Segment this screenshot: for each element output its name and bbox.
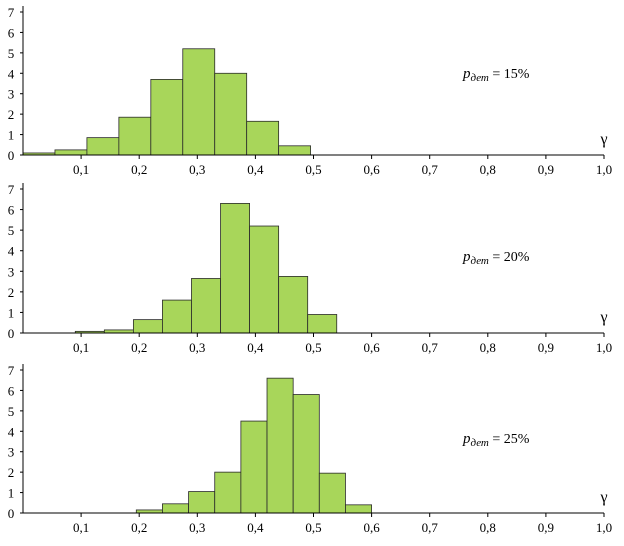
histogram-bar bbox=[188, 491, 216, 514]
y-tick-label: 1 bbox=[8, 128, 15, 143]
x-tick-label: 0,1 bbox=[73, 520, 89, 535]
histogram-bar bbox=[220, 202, 250, 334]
x-tick-label: 0,2 bbox=[131, 162, 147, 177]
x-tick-label: 0,2 bbox=[131, 520, 147, 535]
histogram-bar bbox=[278, 276, 309, 334]
y-tick-label: 7 bbox=[8, 182, 15, 197]
histogram-bar bbox=[214, 72, 248, 156]
histogram-bar bbox=[162, 503, 189, 514]
histogram-bar bbox=[278, 145, 311, 156]
x-tick-label: 0,8 bbox=[480, 520, 496, 535]
y-tick-label: 4 bbox=[8, 244, 15, 259]
y-tick-label: 0 bbox=[8, 326, 15, 341]
y-tick-label: 5 bbox=[8, 223, 15, 238]
y-tick-label: 5 bbox=[8, 404, 15, 419]
x-tick-label: 0,3 bbox=[189, 520, 205, 535]
x-tick-label: 0,3 bbox=[189, 340, 205, 355]
histogram-bar bbox=[249, 225, 280, 334]
y-tick-label: 2 bbox=[8, 465, 15, 480]
histogram-bar bbox=[86, 137, 120, 156]
panel-1: 0 1 2 3 4 5 6 7 0,1 0,2 0,3 0,4 0,5 0,6 0,7 0,8 0,9 1,0 γ p… bbox=[8, 5, 612, 177]
x-tick-label: 0,8 bbox=[480, 162, 496, 177]
x-axis-label: γ bbox=[599, 489, 607, 506]
x-tick-label: 0,6 bbox=[363, 162, 380, 177]
y-tick-label: 2 bbox=[8, 285, 15, 300]
histogram-bar bbox=[150, 79, 184, 156]
x-tick-label: 0,4 bbox=[247, 520, 264, 535]
x-tick-label: 0,9 bbox=[538, 162, 554, 177]
x-tick-label: 0,9 bbox=[538, 520, 554, 535]
x-tick-label: 0,5 bbox=[305, 162, 321, 177]
x-tick-label: 0,7 bbox=[422, 340, 439, 355]
y-tick-label: 0 bbox=[8, 506, 15, 521]
annotation-label: pдет = 25% bbox=[462, 431, 530, 449]
x-tick-label: 0,4 bbox=[247, 340, 264, 355]
x-tick-label: 0,5 bbox=[305, 520, 321, 535]
y-tick-label: 3 bbox=[8, 264, 15, 279]
y-tick-label: 0 bbox=[8, 148, 15, 163]
y-tick-label: 4 bbox=[8, 424, 15, 439]
y-tick-label: 6 bbox=[8, 25, 15, 40]
histogram-bar bbox=[246, 120, 280, 156]
annotation-label: pдет = 20% bbox=[462, 249, 530, 267]
y-tick-label: 4 bbox=[8, 66, 15, 81]
y-tick-label: 6 bbox=[8, 203, 15, 218]
x-axis-label: γ bbox=[599, 309, 607, 326]
y-tick-label: 1 bbox=[8, 305, 15, 320]
x-tick-label: 0,7 bbox=[422, 520, 439, 535]
x-tick-label: 0,1 bbox=[73, 340, 89, 355]
y-tick-label: 5 bbox=[8, 46, 15, 61]
histogram-bar bbox=[266, 377, 294, 514]
x-tick-label: 0,6 bbox=[363, 340, 380, 355]
histogram-bar bbox=[345, 504, 372, 514]
x-tick-label: 0,2 bbox=[131, 340, 147, 355]
annotation-label: pдет = 15% bbox=[462, 66, 530, 84]
y-tick-label: 7 bbox=[8, 5, 15, 20]
y-tick-label: 6 bbox=[8, 383, 15, 398]
x-tick-label: 0,4 bbox=[247, 162, 264, 177]
x-tick-label: 0,1 bbox=[73, 162, 89, 177]
y-tick-label: 2 bbox=[8, 107, 15, 122]
histogram-bar bbox=[191, 278, 221, 334]
histogram-bar bbox=[240, 420, 268, 514]
x-tick-label: 1,0 bbox=[596, 520, 612, 535]
y-tick-label: 3 bbox=[8, 87, 15, 102]
x-tick-label: 0,8 bbox=[480, 340, 496, 355]
histogram-bar bbox=[132, 319, 163, 334]
panel-2: 0 1 2 3 4 5 6 7 0,1 0,2 0,3 0,4 0,5 0,6 0,7 0,8 0,9 1,0 γ p… bbox=[8, 182, 612, 355]
y-tick-label: 7 bbox=[8, 363, 15, 378]
histogram-bar bbox=[182, 48, 216, 156]
histogram-bar bbox=[214, 471, 242, 514]
histogram-bar bbox=[54, 149, 88, 156]
x-axis-label: γ bbox=[599, 131, 607, 148]
x-tick-label: 1,0 bbox=[596, 162, 612, 177]
y-tick-label: 1 bbox=[8, 486, 15, 501]
x-tick-label: 0,3 bbox=[189, 162, 205, 177]
histogram-bar bbox=[292, 394, 320, 514]
histogram-bar bbox=[162, 299, 192, 334]
x-tick-label: 0,7 bbox=[422, 162, 439, 177]
panel-3: 0 1 2 3 4 5 6 7 0,1 0,2 0,3 0,4 0,5 0,6 0,7 0,8 0,9 1,0 γ p… bbox=[8, 363, 612, 535]
x-tick-label: 0,5 bbox=[305, 340, 321, 355]
histogram-bar bbox=[318, 472, 346, 514]
histogram-bar bbox=[118, 116, 152, 156]
x-tick-label: 0,6 bbox=[363, 520, 380, 535]
x-tick-label: 1,0 bbox=[596, 340, 612, 355]
histogram-bar bbox=[307, 314, 338, 334]
y-tick-label: 3 bbox=[8, 445, 15, 460]
x-tick-label: 0,9 bbox=[538, 340, 554, 355]
